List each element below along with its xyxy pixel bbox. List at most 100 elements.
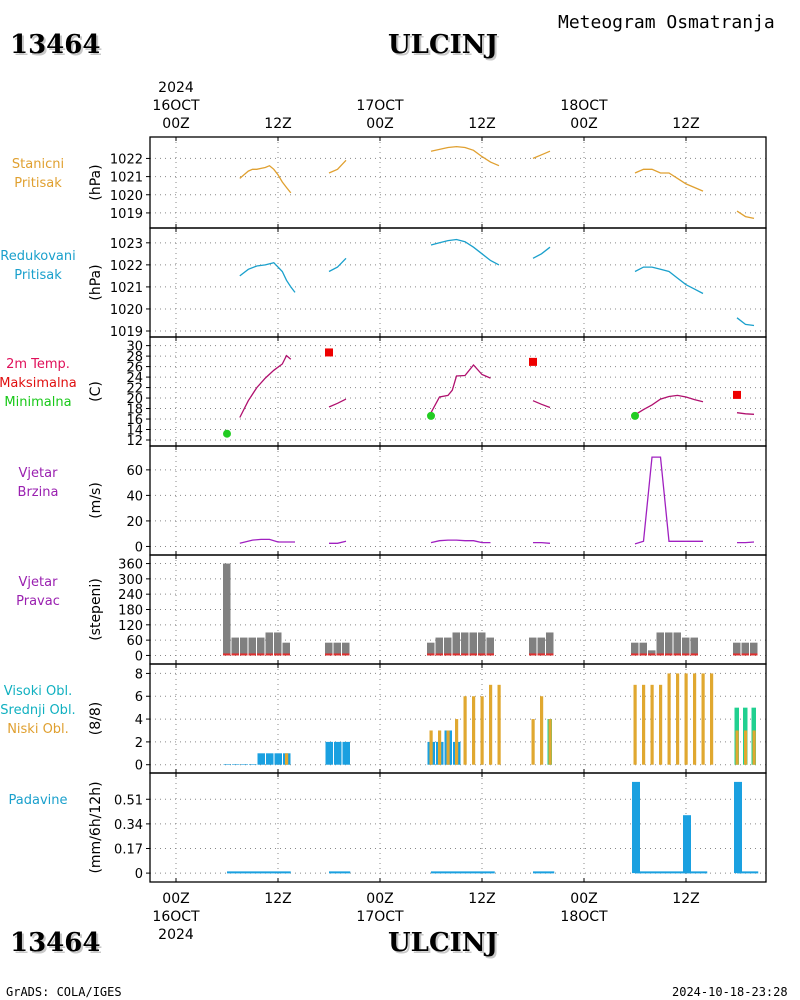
bottom-hour-label: 12Z [264,891,291,907]
cloud-low-bar [548,719,552,765]
y-tick-label: 40 [126,489,143,504]
panel-body-padavine [227,781,759,874]
y-tick-label: 20 [126,515,143,530]
cloud-low-bar [710,673,714,765]
label-padavine-line1: Padavine [8,793,68,808]
series-line-segment [239,261,296,293]
label-stanicni-line2: Pritisak [14,176,62,191]
label-stanicni-line1: Stanicni [11,157,65,172]
panel-frame [149,445,767,556]
wind-direction-bar [427,642,435,656]
cloud-mid-bar [249,764,257,765]
panel-body-brzina [239,456,755,545]
wind-direction-bar [546,632,554,656]
y-tick-label: 1020 [110,189,143,204]
top-hour-label: 00Z [570,116,597,132]
y-tick-label: 240 [118,588,143,603]
wind-direction-bar [248,637,256,656]
label-oblaci-line3: Niski Obl. [7,722,69,737]
bottom-hour-label: 12Z [672,891,699,907]
y-tick-label: 16 [126,413,143,428]
series-line-segment [329,540,347,544]
wind-direction-bar [452,632,460,656]
series-line-segment [533,541,551,544]
cloud-low-bar [659,684,663,765]
top-date-label: 18OCT [560,98,608,114]
tmin-marker [427,411,435,420]
top-hour-label: 00Z [366,116,393,132]
series-line-segment [328,398,347,408]
top-hour-label: 12Z [672,116,699,132]
y-tick-label: 12 [126,434,143,449]
y-tick-label: 0.17 [114,842,143,857]
y-tick-label: 26 [126,361,143,376]
top-hour-label: 00Z [162,116,189,132]
wind-direction-bar [282,642,290,656]
series-line-segment [532,246,551,259]
cloud-low-bar [744,730,748,765]
panel-frame [149,136,767,229]
wind-direction-bar [648,650,656,656]
label-brzina-line2: Brzina [17,485,59,500]
panel-brzina: 0 20 40 60 (m/s) [88,445,767,556]
wind-direction-bar [537,637,545,656]
panel-body-temp [223,348,755,438]
wind-direction-bar [639,642,647,656]
y-tick-label: 360 [118,558,143,573]
cloud-low-bar [633,684,637,765]
cloud-low-bar [463,696,467,765]
station-name-bottom: ULCINJ [388,928,498,958]
panel-frame [149,772,767,883]
panel-body-redukovani [239,238,755,327]
cloud-low-bar [676,673,680,765]
top-hour-label: 12Z [468,116,495,132]
cloud-low-bar [285,753,289,765]
panel-frame [149,336,767,447]
cloud-low-bar [455,719,459,765]
panel-body-oblaci [223,673,756,765]
cloud-low-bar [650,684,654,765]
y-unit-label: (C) [88,381,104,402]
wind-direction-bar [265,632,273,656]
series-line-segment [328,257,347,273]
wind-direction-bar [478,632,486,656]
label-redukovani: Redukovani Pritisak [0,247,93,285]
cloud-low-bar [438,730,442,765]
series-line-segment [328,159,347,174]
y-tick-label: 0.51 [114,793,143,808]
wind-direction-bar [656,632,664,656]
series-line-segment [736,412,755,415]
cloud-low-bar [446,730,450,765]
tmax-marker [325,348,333,357]
top-date-label: 16OCT [152,98,200,114]
y-unit-label: (hPa) [88,264,104,300]
y-tick-label: 6 [135,690,143,705]
y-tick-label: 18 [126,403,143,418]
panel-oblaci: 0 2 4 6 8 (8/8) [88,663,767,774]
bottom-hour-label: 00Z [570,891,597,907]
series-line-segment [430,238,500,266]
wind-direction-bar [333,642,341,656]
series-line-segment [532,400,551,409]
y-tick-label: 2 [135,736,143,751]
label-temp: 2m Temp. Maksimalna Minimalna [0,355,93,412]
label-temp-line1: 2m Temp. [6,357,70,372]
y-tick-label: 1019 [110,207,143,222]
label-temp-line3: Minimalna [4,395,72,410]
cloud-mid-bar [240,764,248,765]
wind-direction-bar [240,637,248,656]
y-tick-label: 1023 [110,237,143,252]
y-tick-label: 20 [126,392,143,407]
render-timestamp: 2024-10-18-23:28 [672,985,788,999]
y-tick-label: 180 [118,604,143,619]
wind-direction-bar [257,637,265,656]
label-redukovani-line2: Pritisak [14,268,62,283]
panel-stanicni: 1019 1020 1021 1022 (hPa) [88,136,767,229]
wind-direction-bar [325,642,333,656]
wind-direction-bar [469,632,477,656]
cloud-low-bar [642,684,646,765]
precip-bar [734,781,742,874]
cloud-low-bar [684,673,688,765]
